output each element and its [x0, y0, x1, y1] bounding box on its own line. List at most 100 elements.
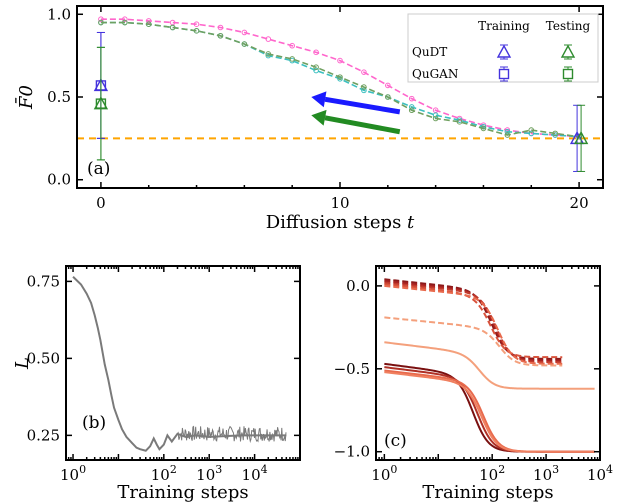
panel-b-label: (b) — [82, 413, 106, 433]
series-point-0-15 — [456, 115, 463, 122]
curve-d1 — [384, 278, 563, 360]
series-point-0-1 — [122, 16, 128, 23]
series-point-2-8 — [289, 56, 295, 62]
series-point-0-0 — [98, 16, 104, 23]
b-y-tick-label-0.5: 0.50 — [27, 349, 60, 367]
series-line-1 — [100, 21, 580, 138]
x-tick-label-10: 10 — [330, 194, 349, 212]
series-point-0-8 — [289, 42, 295, 49]
x-tick-label-0: 0 — [96, 194, 106, 212]
series-point-0-5 — [217, 24, 224, 31]
series-point-2-12 — [385, 94, 391, 100]
series-point-0-12 — [385, 82, 391, 89]
b-y-tick-label-0.25: 0.25 — [27, 426, 60, 444]
c-x-tick-label-0: 100 — [371, 463, 397, 484]
curve-d3 — [384, 281, 563, 364]
legend-marker-0-1 — [560, 44, 576, 58]
series-line-2 — [100, 21, 580, 138]
c-x-tick-label-1: 102 — [479, 463, 505, 484]
series-point-0-7 — [265, 36, 272, 42]
series-line-0 — [100, 18, 580, 138]
panel-a: 0 10 20 0.0 0.5 1.0 (a) Diffusion steps t F̄0 Tra… — [14, 5, 604, 233]
panel-a-ylabel: F̄0 — [14, 85, 37, 110]
c-x-tick-label-3: 104 — [587, 463, 613, 484]
curve-d2 — [384, 279, 563, 362]
series-point-0-10 — [337, 57, 343, 64]
curve-s1 — [384, 341, 595, 390]
series-point-2-6 — [241, 41, 248, 47]
panel-c-xlabel: Training steps — [422, 482, 553, 503]
panel-b-ylabel: L — [12, 357, 33, 370]
series-point-0-2 — [145, 18, 152, 24]
series-point-1-13 — [408, 104, 415, 110]
c-y-tick-label-0: 0.0 — [346, 277, 370, 295]
panel-c-label: (c) — [384, 431, 407, 451]
y-tick-label-0: 0.0 — [47, 171, 71, 189]
series-point-0-9 — [313, 49, 319, 56]
c-y-tick-label--1: −1.0 — [334, 443, 370, 461]
series-point-1-8 — [289, 57, 295, 64]
series-point-2-4 — [193, 28, 200, 34]
series-point-1-14 — [432, 112, 439, 118]
legend-marker-0-0 — [496, 44, 512, 58]
series-point-2-5 — [217, 32, 224, 39]
b-x-tick-label-1: 102 — [151, 463, 177, 484]
x-tick-label-20: 20 — [570, 194, 589, 212]
series-point-2-10 — [337, 74, 343, 80]
legend-marker-1-0 — [498, 68, 510, 80]
arrow-shaft-1 — [324, 115, 401, 135]
legend-row-QuDT: QuDT — [412, 45, 447, 59]
series-point-2-11 — [361, 84, 367, 90]
series-point-2-9 — [313, 64, 319, 71]
c-y-tick-label--0.5: −0.5 — [334, 360, 370, 378]
panel-c-frame — [375, 265, 601, 461]
series-point-2-19 — [552, 130, 558, 137]
legend-col-training: Training — [478, 19, 530, 33]
y-tick-label-0.5: 0.5 — [47, 88, 71, 106]
panel-c: 100 102 103 104 0.0 −0.5 −1.0 (c) Training steps — [334, 265, 613, 503]
series-point-2-13 — [408, 107, 415, 114]
series-point-2-14 — [432, 115, 439, 122]
loss-noise-band — [177, 425, 287, 444]
series-point-1-9 — [313, 67, 319, 74]
series-point-2-15 — [456, 119, 463, 125]
series-point-1-15 — [456, 117, 463, 123]
panel-a-xlabel: Diffusion steps t — [266, 212, 415, 233]
series-point-2-2 — [145, 21, 152, 28]
series-point-1-17 — [504, 128, 511, 135]
series-point-2-1 — [122, 19, 128, 26]
b-x-tick-label-3: 104 — [242, 463, 268, 484]
arrow-head-0 — [311, 91, 327, 108]
legend-marker-1-1 — [562, 68, 574, 80]
series-point-0-6 — [241, 29, 248, 36]
b-x-tick-label-0: 100 — [60, 463, 86, 484]
curve-d5 — [384, 284, 563, 365]
curve-s5 — [384, 371, 595, 453]
panel-b: 100 102 103 104 0.25 0.50 0.75 (b) Training step… — [12, 265, 301, 503]
arrow-shaft-0 — [324, 96, 401, 115]
c-x-tick-label-2: 103 — [533, 463, 559, 484]
series-point-1-18 — [528, 130, 535, 137]
series-point-2-17 — [504, 132, 511, 138]
series-point-2-18 — [528, 127, 535, 133]
arrow-head-1 — [311, 109, 327, 126]
series-point-2-0 — [98, 19, 104, 26]
series-point-2-3 — [169, 24, 176, 31]
series-point-2-7 — [265, 51, 272, 57]
series-point-1-11 — [361, 87, 367, 94]
b-y-tick-label-0.75: 0.75 — [27, 272, 60, 290]
b-x-tick-label-2: 103 — [196, 463, 222, 484]
series-point-0-13 — [408, 95, 415, 102]
series-point-0-11 — [361, 69, 367, 75]
panel-b-frame — [65, 265, 301, 461]
legend-col-testing: Testing — [546, 19, 591, 33]
curve-d4 — [384, 283, 563, 359]
y-tick-label-1: 1.0 — [47, 5, 71, 23]
curve-d6 — [384, 316, 563, 367]
legend-row-QuGAN: QuGAN — [412, 67, 458, 81]
series-point-2-16 — [480, 125, 487, 132]
errorbar-marker-3 — [95, 98, 107, 109]
panel-a-label: (a) — [87, 159, 110, 179]
panel-b-xlabel: Training steps — [117, 482, 248, 503]
